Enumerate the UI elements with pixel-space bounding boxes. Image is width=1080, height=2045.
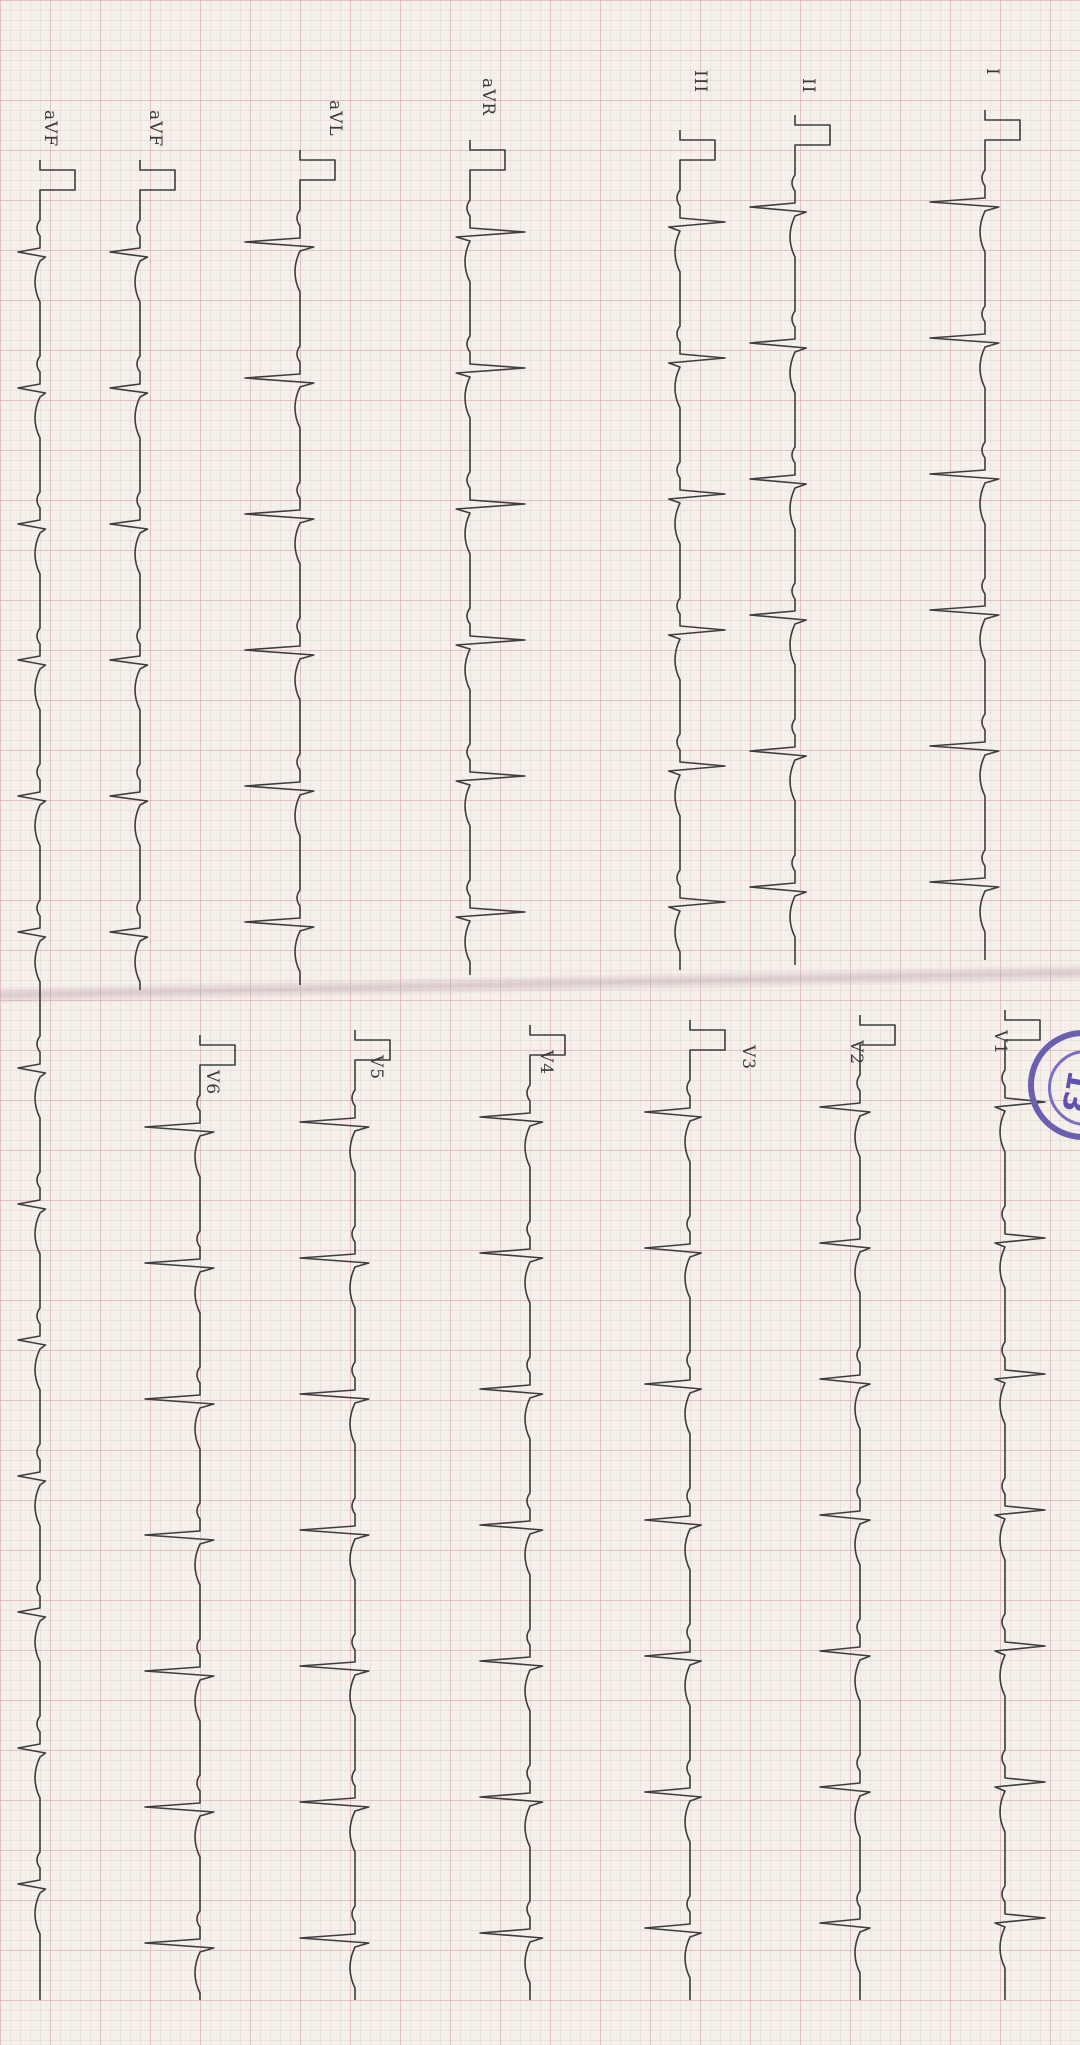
- strip-aVL: [244, 150, 336, 985]
- strip-aVF-upper: [109, 160, 176, 990]
- lead-label-aVF-lower: aVF: [40, 110, 60, 148]
- lead-label-II: II: [798, 78, 818, 94]
- strip-V6: [144, 1035, 236, 2000]
- lead-label-V4: V4: [536, 1050, 556, 1076]
- lead-label-V1: V1: [990, 1030, 1010, 1056]
- strip-aVR: [455, 140, 526, 975]
- lead-label-V2: V2: [846, 1040, 866, 1066]
- strip-V4: [479, 1025, 566, 2000]
- lead-label-V3: V3: [738, 1045, 758, 1071]
- strip-I: [929, 110, 1021, 960]
- lead-label-I: I: [982, 68, 1002, 76]
- strip-V2: [819, 1015, 896, 2000]
- strip-II: [749, 115, 831, 965]
- lead-label-aVR: aVR: [478, 78, 498, 117]
- lead-label-V6: V6: [202, 1070, 222, 1096]
- lead-label-aVL: aVL: [325, 100, 345, 137]
- strip-V5: [299, 1030, 391, 2000]
- strip-V1: [994, 1010, 1046, 2000]
- strip-V3: [644, 1020, 726, 2000]
- strip-III: [667, 130, 726, 970]
- lead-label-aVF-upper: aVF: [145, 110, 165, 148]
- lead-label-V5: V5: [366, 1055, 386, 1081]
- lead-label-III: III: [690, 70, 710, 94]
- strip-aVF-lower: [17, 160, 76, 2000]
